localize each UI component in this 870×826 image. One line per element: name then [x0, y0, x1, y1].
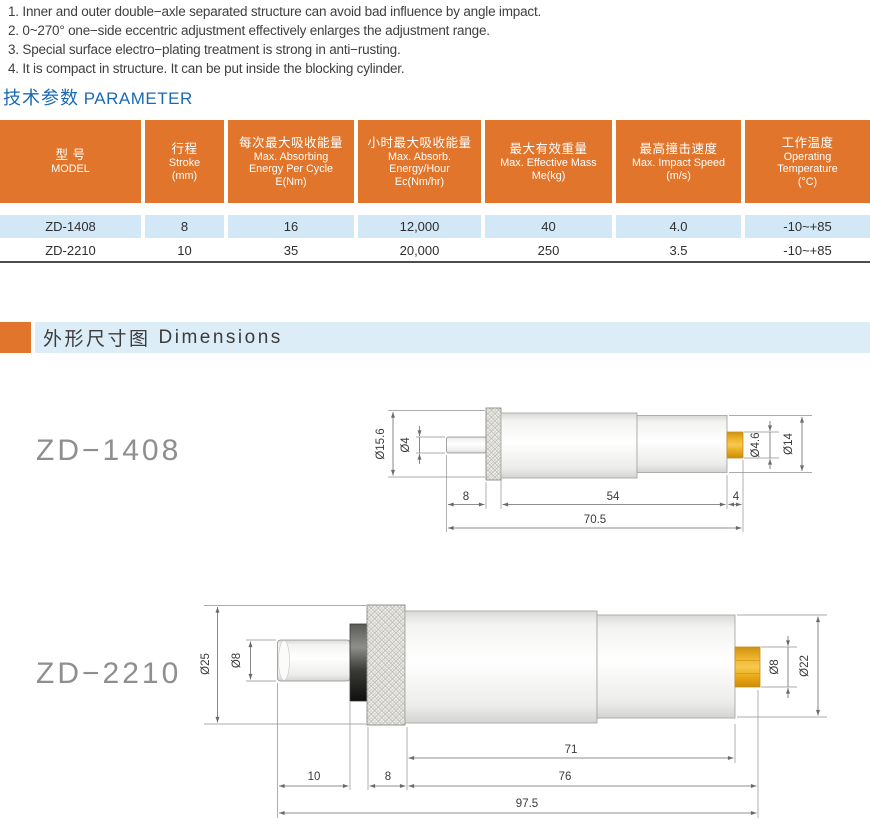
model-label-zd1408: ZD−1408 [36, 434, 182, 467]
header-en: Max. Absorbing Energy Per Cycle E(Nm) [248, 150, 333, 188]
cell-impact-speed: 4.0 [616, 215, 741, 238]
cell-stroke: 10 [145, 240, 224, 260]
header-cell-model: 型 号 MODEL [0, 120, 141, 203]
cell-energy-hour: 12,000 [358, 215, 481, 238]
header-en: Max. Effective Mass Me(kg) [500, 157, 597, 182]
dim-rod-length: 8 [463, 491, 469, 503]
dimensions-section-bar: 外形尺寸图 Dimensions [35, 322, 870, 353]
cell-energy-cycle: 35 [228, 240, 354, 260]
dim-rod-length: 10 [308, 771, 321, 783]
dimensions-title-en: Dimensions [158, 326, 283, 348]
cell-energy-hour: 20,000 [358, 240, 481, 260]
header-cn: 小时最大吸收能量 [367, 135, 472, 150]
header-cell-impact-speed: 最高撞击速度 Max. Impact Speed (m/s) [616, 120, 741, 203]
dim-outer-diameter: Ø15.6 [375, 428, 387, 459]
dim-body-length: 54 [607, 491, 620, 503]
section-accent-block [0, 322, 31, 353]
cell-temperature: -10~+85 [745, 240, 870, 260]
header-cell-temperature: 工作温度 Operating Temperature (°C) [745, 120, 870, 203]
gold-tip [726, 431, 744, 459]
header-cn: 型 号 [55, 148, 86, 163]
cell-model: ZD-2210 [0, 240, 141, 260]
header-cn: 工作温度 [781, 135, 834, 150]
drawing-zd1408: Ø15.6 Ø4 Ø4.6 Ø14 8 54 4 70.5 [375, 407, 812, 532]
feature-item: 3. Special surface electro−plating treat… [8, 42, 401, 57]
dim-body-tip-length: 76 [559, 771, 572, 783]
cell-effective-mass: 40 [485, 215, 612, 238]
cell-effective-mass: 250 [485, 240, 612, 260]
piston-rod [446, 436, 487, 454]
outer-body [500, 412, 638, 479]
dim-knurl-length: 8 [385, 771, 391, 783]
parameter-title-cn: 技术参数 [3, 88, 79, 108]
shock-absorber-parts [446, 407, 744, 481]
parameter-section-title: 技术参数 PARAMETER [3, 84, 193, 110]
dimension-lines [391, 412, 804, 530]
dim-rod-diameter: Ø4 [400, 437, 412, 453]
header-en: Max. Absorb. Energy/Hour Ec(Nm/hr) [387, 150, 451, 188]
dim-rod-diameter: Ø8 [231, 653, 243, 668]
cell-model: ZD-1408 [0, 215, 141, 238]
parameter-title-en: PARAMETER [83, 89, 193, 108]
table-row: ZD-1408 8 16 12,000 40 4.0 -10~+85 [0, 215, 870, 238]
header-cell-stroke: 行程 Stroke (mm) [145, 120, 224, 203]
model-label-zd2210: ZD−2210 [36, 657, 182, 690]
dim-outer-diameter: Ø25 [200, 653, 212, 675]
dim-rear-diameter: Ø14 [783, 433, 795, 455]
header-cn: 行程 [171, 142, 198, 156]
rear-body [596, 614, 736, 719]
dim-tip-diameter: Ø8 [769, 659, 781, 674]
parameter-table-header: 型 号 MODEL 行程 Stroke (mm) 每次最大吸收能量 Max. Ab… [0, 120, 870, 203]
dim-total-length: 97.5 [516, 798, 538, 810]
dim-tip-diameter: Ø4.6 [750, 433, 762, 458]
extension-lines [204, 605, 827, 818]
gold-tip [734, 646, 761, 688]
dimension-lines [215, 607, 820, 815]
feature-item: 4. It is compact in structure. It can be… [8, 61, 405, 76]
shock-absorber-parts [277, 604, 761, 726]
header-en: MODEL [51, 163, 90, 176]
header-en: Max. Impact Speed (m/s) [631, 157, 726, 182]
table-bottom-rule [0, 261, 870, 263]
header-cell-energy-hour: 小时最大吸收能量 Max. Absorb. Energy/Hour Ec(Nm/hr… [358, 120, 481, 203]
drawing-zd2210: Ø25 Ø8 Ø8 Ø22 71 10 8 76 97.5 [200, 604, 827, 818]
cell-stroke: 8 [145, 215, 224, 238]
cell-temperature: -10~+85 [745, 215, 870, 238]
header-en: Operating Temperature (°C) [777, 150, 838, 188]
dim-body-length: 71 [565, 744, 578, 756]
rod-dome-cap [278, 640, 290, 681]
knurled-collar [485, 407, 502, 481]
header-cn: 每次最大吸收能量 [238, 135, 343, 150]
rear-body [636, 415, 728, 473]
header-cn: 最大有效重量 [509, 142, 588, 156]
feature-list: 1. Inner and outer double−axle separated… [8, 2, 541, 78]
dim-total-length: 70.5 [584, 514, 606, 526]
header-en: Stroke (mm) [168, 157, 201, 182]
outer-body [404, 610, 598, 724]
knurled-collar [366, 604, 406, 726]
feature-item: 2. 0~270° one−side eccentric adjustment … [8, 23, 490, 38]
feature-item: 1. Inner and outer double−axle separated… [8, 4, 542, 19]
extension-lines [388, 410, 812, 532]
dim-rear-diameter: Ø22 [799, 655, 811, 677]
header-cell-effective-mass: 最大有效重量 Max. Effective Mass Me(kg) [485, 120, 612, 203]
cell-impact-speed: 3.5 [616, 240, 741, 260]
black-cap [349, 623, 368, 702]
table-row: ZD-2210 10 35 20,000 250 3.5 -10~+85 [0, 240, 870, 260]
header-cn: 最高撞击速度 [639, 142, 718, 156]
dimensions-title-cn: 外形尺寸图 [43, 329, 151, 350]
header-cell-energy-cycle: 每次最大吸收能量 Max. Absorbing Energy Per Cycle E… [228, 120, 354, 203]
dim-tip-length: 4 [733, 491, 740, 503]
cell-energy-cycle: 16 [228, 215, 354, 238]
